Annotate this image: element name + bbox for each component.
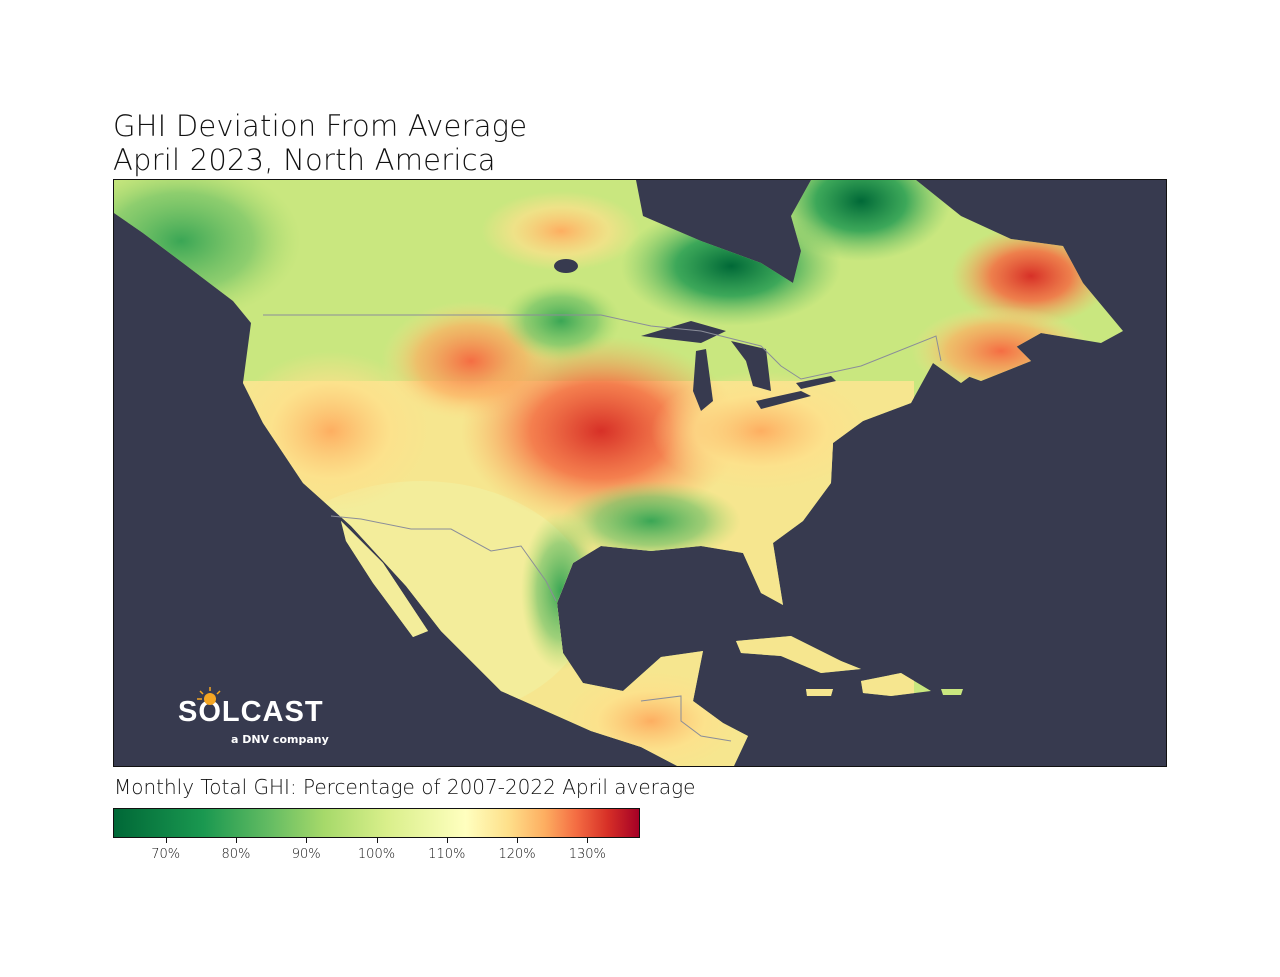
map-subtitle: April 2023, North America	[113, 143, 496, 177]
colorbar-tick	[235, 838, 237, 843]
map-svg	[114, 180, 1123, 766]
solcast-logo: SOLCAST a DNV company	[178, 687, 329, 746]
colorbar-tick-label: 80%	[221, 847, 251, 862]
colorbar-tick-label: 70%	[151, 847, 181, 862]
colorbar-label: Monthly Total GHI: Percentage of 2007-20…	[114, 775, 696, 799]
colorbar-tick-label: 130%	[568, 847, 606, 862]
ghi-deviation-map: SOLCAST a DNV company	[113, 179, 1167, 767]
colorbar-tick	[446, 838, 448, 843]
colorbar-tick-label: 120%	[498, 847, 536, 862]
land-layer	[114, 180, 1123, 766]
colorbar-tick	[587, 838, 589, 843]
sun-icon	[197, 687, 221, 705]
borders	[263, 314, 942, 742]
colorbar-tick	[306, 838, 308, 843]
colorbar-tick-label: 90%	[291, 847, 321, 862]
logo-tagline: a DNV company	[231, 733, 329, 746]
colorbar-tick-label: 110%	[428, 847, 466, 862]
logo-brand: SOLCAST	[178, 696, 324, 728]
map-title: GHI Deviation From Average	[113, 109, 528, 143]
colorbar-tick	[517, 838, 519, 843]
colorbar-tick-label: 100%	[357, 847, 396, 862]
colorbar	[113, 808, 640, 838]
colorbar-tick	[376, 838, 378, 843]
colorbar-tick	[165, 838, 167, 843]
great-lakes	[554, 259, 836, 411]
